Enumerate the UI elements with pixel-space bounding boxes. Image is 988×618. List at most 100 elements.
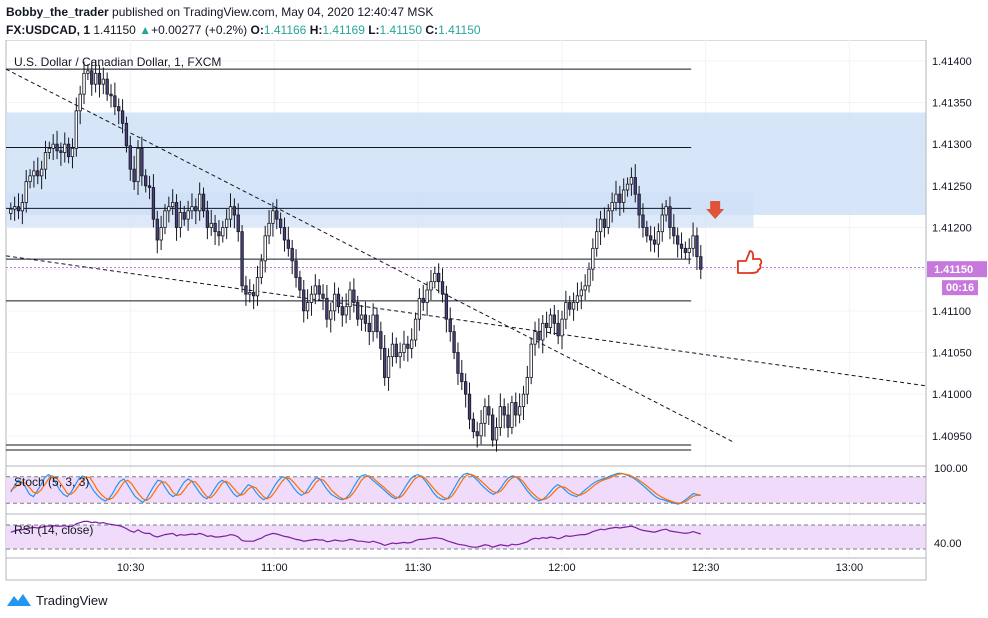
candle (359, 305, 364, 331)
candle-body (201, 193, 206, 212)
candle-body (699, 256, 703, 270)
candle (171, 189, 175, 215)
candle-body (483, 406, 487, 424)
candle-body (537, 331, 541, 341)
candle-body (124, 122, 129, 147)
candle-body (24, 181, 28, 203)
last-price-label: 1.41150 (934, 264, 973, 276)
candle (487, 395, 491, 425)
candle (194, 198, 198, 225)
candle (560, 310, 564, 350)
thumbs-up-icon (737, 250, 763, 274)
candle-body (625, 183, 630, 191)
candle (537, 318, 541, 349)
candle (205, 200, 210, 240)
candle-body (59, 150, 63, 153)
candle-body (460, 372, 464, 383)
candle (263, 225, 267, 273)
symbol-label: FX:USDCAD, 1 (6, 23, 91, 37)
candle-body (51, 143, 55, 149)
high-label: H: (309, 23, 323, 37)
candle (59, 142, 63, 166)
candle (460, 360, 464, 390)
candle-body (221, 227, 225, 237)
trend-line (5, 255, 927, 387)
candle-body (97, 72, 102, 85)
candle-body (356, 302, 360, 320)
candle (174, 194, 179, 241)
candle-body (236, 214, 240, 233)
high-value: 1.41169 (322, 23, 365, 37)
candle-body (255, 277, 260, 297)
candle-body (132, 168, 136, 183)
candle (375, 308, 379, 339)
main-pane[interactable]: U.S. Dollar / Canadian Dollar, 1, FXCM (5, 40, 927, 555)
y-tick-label: 1.41250 (932, 181, 972, 193)
candle-body (232, 206, 237, 216)
candle (47, 141, 51, 160)
candle (228, 193, 233, 228)
low-value: 1.41150 (379, 23, 423, 37)
candle (105, 72, 109, 101)
candle-body (251, 292, 256, 297)
candle (155, 210, 159, 254)
candle-body (471, 418, 476, 433)
price-chart[interactable]: U.S. Dollar / Canadian Dollar, 1, FXCM S… (0, 40, 988, 586)
candle (51, 134, 55, 160)
candle (502, 398, 506, 429)
candle (93, 60, 98, 93)
candle (614, 180, 618, 211)
candle (298, 270, 302, 297)
candle (390, 332, 395, 367)
open-label: O: (250, 23, 264, 37)
candle (660, 203, 664, 242)
tradingview-logo-icon[interactable] (6, 593, 32, 607)
candle-body (9, 208, 13, 214)
candle (178, 200, 183, 238)
stoch-pane[interactable]: Stoch (5, 3, 3) (6, 465, 926, 505)
indicator-series-line (10, 520, 701, 548)
rsi-pane[interactable]: RSI (14, close) (6, 513, 926, 550)
candle-body (417, 297, 422, 320)
candle-body (313, 285, 317, 295)
candle (32, 160, 36, 188)
candle-body (668, 206, 672, 228)
candle-body (240, 231, 244, 287)
close-label: C: (425, 23, 439, 37)
candle (687, 238, 691, 265)
x-tick-label: 12:00 (548, 562, 576, 574)
candle-body (637, 193, 641, 216)
candle-body (440, 281, 445, 295)
last-price: 1.41150 (93, 23, 136, 37)
candle (144, 169, 148, 193)
candle-body (437, 272, 441, 283)
candle-body (205, 210, 210, 228)
candle (606, 204, 610, 235)
candle-body (386, 356, 391, 378)
candle (645, 220, 649, 243)
candle-body (128, 145, 132, 170)
candle-body (691, 235, 695, 249)
candle-body (506, 414, 510, 428)
candle (386, 348, 391, 391)
candle (147, 175, 152, 200)
candle-body (683, 247, 688, 253)
candle-body (591, 247, 595, 270)
candle (448, 307, 452, 342)
tradingview-brand[interactable]: TradingView (36, 592, 108, 608)
candle (494, 417, 499, 452)
candle (24, 170, 28, 213)
candle-body (467, 393, 472, 420)
candle (544, 311, 549, 338)
candle (417, 288, 422, 331)
candle (352, 278, 356, 313)
candle (82, 61, 86, 105)
candle (163, 204, 167, 235)
author-name[interactable]: Bobby_the_trader (6, 5, 109, 19)
candle-body (317, 285, 321, 295)
candle (132, 155, 136, 190)
indicator-name: RSI (14, close) (14, 523, 93, 537)
candle-body (228, 206, 233, 220)
candle-body (267, 222, 271, 237)
candle (217, 220, 221, 246)
